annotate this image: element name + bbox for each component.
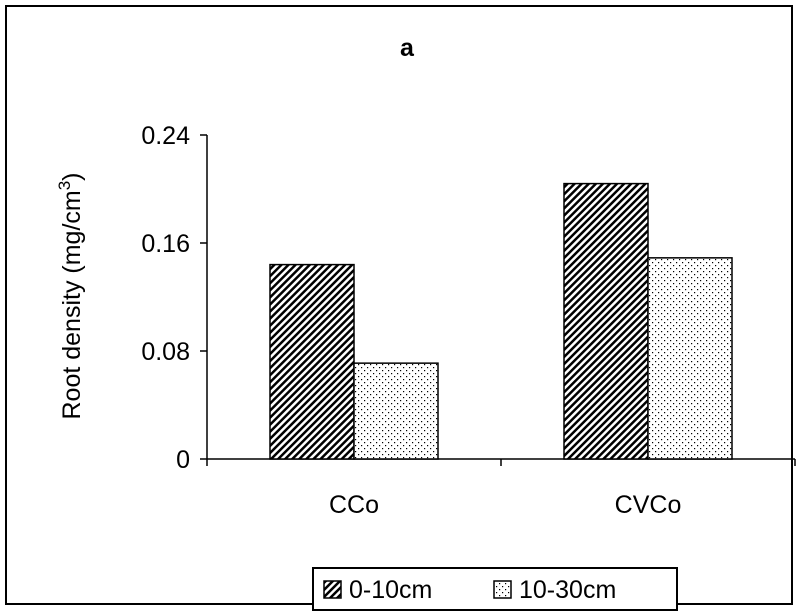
legend: 0-10cm 10-30cm bbox=[312, 567, 678, 611]
x-category-label: CVCo bbox=[615, 491, 682, 519]
legend-label-0-10cm: 0-10cm bbox=[349, 576, 432, 604]
y-axis: 0 0.08 0.16 0.24 bbox=[141, 122, 208, 474]
bar-CCo-0-10cm bbox=[269, 263, 355, 460]
y-axis-title: Root density (mg/cm3) bbox=[55, 172, 86, 419]
y-axis-title-suffix: ) bbox=[58, 172, 86, 180]
bar-CCo-10-30cm bbox=[353, 362, 439, 460]
legend-swatch-0-10cm bbox=[323, 580, 342, 599]
bar-CVCo-10-30cm bbox=[647, 257, 733, 460]
y-tick-label: 0.16 bbox=[141, 230, 190, 258]
legend-label-10-30cm: 10-30cm bbox=[519, 576, 616, 604]
y-tick-label: 0.08 bbox=[141, 338, 190, 366]
y-tick-label: 0 bbox=[176, 446, 190, 474]
y-axis-title-main: Root density (mg/cm bbox=[58, 190, 86, 419]
category-labels: CCo CVCo bbox=[329, 491, 681, 519]
bar-CVCo-0-10cm bbox=[563, 182, 649, 460]
bars bbox=[269, 182, 733, 460]
x-category-label: CCo bbox=[329, 491, 379, 519]
chart-title: a bbox=[400, 34, 415, 62]
legend-swatch-10-30cm bbox=[493, 580, 512, 599]
x-axis bbox=[206, 458, 796, 466]
y-tick-label: 0.24 bbox=[141, 122, 190, 150]
y-axis-title-superscript: 3 bbox=[55, 181, 74, 190]
